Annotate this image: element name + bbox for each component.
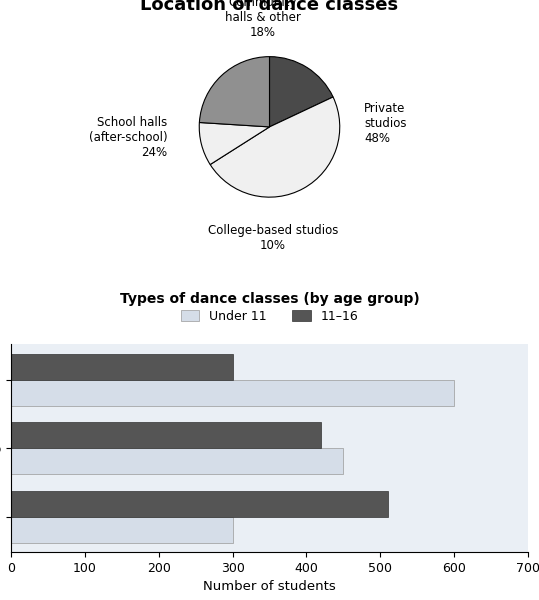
Bar xyxy=(11,422,321,448)
Wedge shape xyxy=(270,56,333,127)
Legend: Under 11, 11–16: Under 11, 11–16 xyxy=(176,305,363,328)
Bar xyxy=(11,380,454,406)
Wedge shape xyxy=(199,56,270,127)
Text: Private
studios
48%: Private studios 48% xyxy=(364,102,407,145)
Text: College-based studios
10%: College-based studios 10% xyxy=(208,224,338,252)
Bar xyxy=(11,448,343,474)
Wedge shape xyxy=(199,122,270,164)
Bar xyxy=(11,491,388,517)
Bar xyxy=(11,517,232,542)
X-axis label: Number of students: Number of students xyxy=(203,580,336,593)
Text: Community
halls & other
18%: Community halls & other 18% xyxy=(225,0,300,39)
Text: School halls
(after-school)
24%: School halls (after-school) 24% xyxy=(89,116,168,159)
Wedge shape xyxy=(210,97,340,197)
Bar xyxy=(11,354,232,380)
Title: Types of dance classes (by age group): Types of dance classes (by age group) xyxy=(120,292,419,306)
Title: Location of dance classes: Location of dance classes xyxy=(141,0,398,14)
